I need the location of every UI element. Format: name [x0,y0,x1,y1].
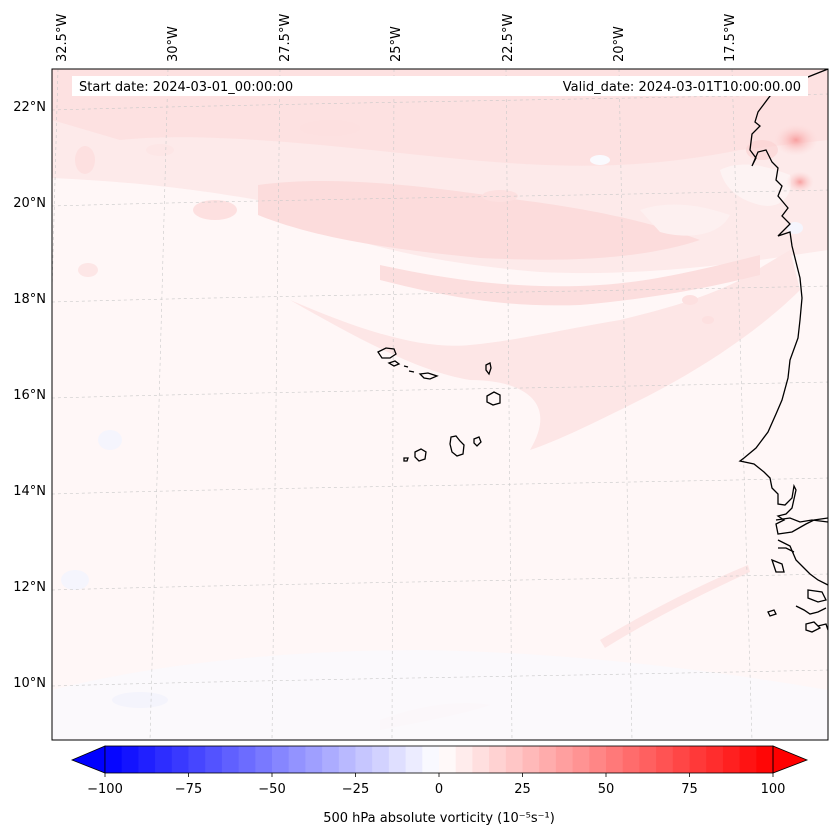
island-sao-vicente [387,360,401,367]
colorbar-cell [472,746,490,773]
lat-label-16n: 16°N [13,388,46,403]
colorbar-low-extend [70,745,106,774]
colorbar-cell [555,746,574,773]
colorbar-cell [539,746,557,773]
colorbar-tick-label: −100 [87,782,123,797]
colorbar-cell [388,746,407,773]
colorbar-tick-label: 25 [514,782,531,797]
lon-label-17-5w: 17.5°W [723,14,738,62]
latitude-labels: 22°N 20°N 18°N 16°N 14°N 12°N 10°N [13,100,46,691]
island-santa-luzia [403,365,409,368]
colorbar-cell [739,746,757,773]
colorbar-tick-label: −25 [342,782,369,797]
colorbar-cell [221,746,240,773]
colorbar-cell [622,746,640,773]
lat-label-20n: 20°N [13,196,46,211]
colorbar-cell [756,746,774,773]
colorbar-cell [338,746,356,773]
island-maio [473,436,482,447]
lat-label-14n: 14°N [13,484,46,499]
colorbar-tick-label: 75 [681,782,698,797]
colorbar-cell [238,746,256,773]
colorbar-cell [188,746,206,773]
island-sal [485,362,492,376]
lat-label-12n: 12°N [13,580,46,595]
colorbar-cell [589,746,607,773]
colorbar-cell [439,746,457,773]
island-santiago [449,435,465,457]
colorbar-cell [489,746,507,773]
island-santo-antao [377,347,397,359]
lat-label-22n: 22°N [13,100,46,115]
colorbar-tick-label: −50 [258,782,285,797]
colorbar-high-extend [772,745,809,774]
colorbar-cell [522,746,540,773]
colorbar-cell [639,746,657,773]
lon-label-30w: 30°W [166,26,181,62]
colorbar-cell [722,746,741,773]
colorbar-cell [171,746,189,773]
colorbar-cell [572,746,590,773]
island-fogo [414,448,427,462]
map-panel: Start date: 2024-03-01_00:00:00 Valid_da… [13,14,829,741]
island-boa-vista [486,391,501,406]
colorbar-cells [105,746,774,773]
island-sao-nicolau [408,370,439,380]
colorbar-label: 500 hPa absolute vorticity (10⁻⁵s⁻¹) [323,811,555,826]
colorbar-cell [706,746,724,773]
start-date-label: Start date: 2024-03-01_00:00:00 [79,80,293,95]
colorbar-cell [372,746,390,773]
lon-label-27-5w: 27.5°W [278,14,293,62]
colorbar-tick-label: 0 [435,782,443,797]
colorbar-cell [105,746,123,773]
colorbar-cell [505,746,523,773]
lat-label-10n: 10°N [13,676,46,691]
colorbar-cell [606,746,624,773]
colorbar-cell [138,746,156,773]
valid-date-label: Valid_date: 2024-03-01T10:00:00.00 [563,80,801,95]
colorbar-cell [288,746,306,773]
lat-label-18n: 18°N [13,292,46,307]
colorbar-cell [205,746,223,773]
colorbar-cell [422,746,440,773]
island-brava [403,457,409,462]
colorbar-cell [455,746,473,773]
graticule [52,69,828,740]
colorbar-tick-label: 100 [761,782,786,797]
colorbar-cell [322,746,340,773]
colorbar-cell [689,746,707,773]
colorbar-cell [155,746,173,773]
colorbar-cell [672,746,690,773]
colorbar-cell [405,746,423,773]
colorbar-tick-label: 50 [598,782,615,797]
colorbar-cell [355,746,373,773]
lon-label-20w: 20°W [612,26,627,62]
colorbar: −100 −75 −50 −25 0 25 50 75 100 500 hPa absolute… [70,745,809,826]
colorbar-cell [121,746,139,773]
map-frame [51,68,829,741]
colorbar-cell [255,746,273,773]
colorbar-ticks: −100 −75 −50 −25 0 25 50 75 100 [87,773,785,797]
colorbar-cell [656,746,674,773]
colorbar-cell [272,746,290,773]
lon-label-22-5w: 22.5°W [501,14,516,62]
colorbar-tick-label: −75 [175,782,202,797]
header-info: Start date: 2024-03-01_00:00:00 Valid_da… [72,76,808,96]
cape-verde-islands [377,347,501,462]
longitude-labels: 32.5°W 30°W 27.5°W 25°W 22.5°W 20°W 17.5… [55,14,738,62]
colorbar-cell [305,746,323,773]
lon-label-32-5w: 32.5°W [55,14,70,62]
lon-label-25w: 25°W [389,26,404,62]
